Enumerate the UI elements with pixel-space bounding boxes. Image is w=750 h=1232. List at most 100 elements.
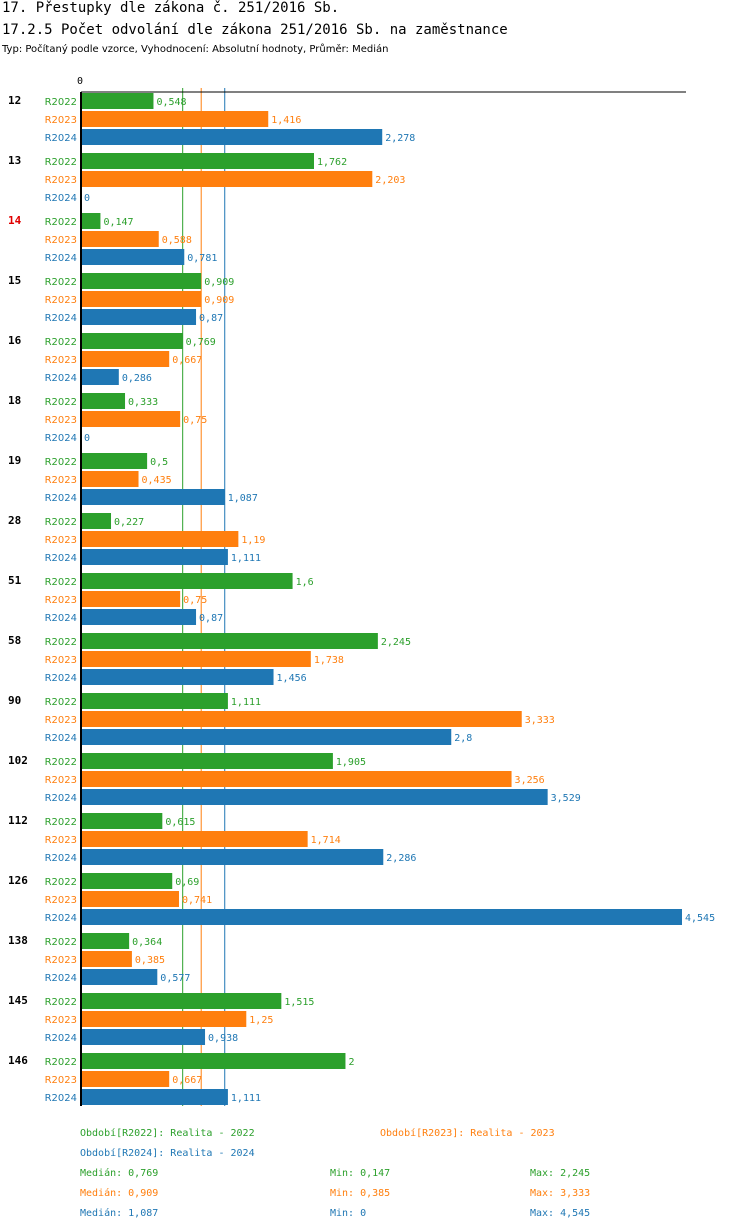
series-label: R2024	[45, 913, 77, 924]
value-label: 3,333	[525, 715, 555, 726]
series-label: R2024	[45, 253, 77, 264]
bar-r2023	[81, 591, 181, 607]
value-label: 0,667	[172, 1075, 202, 1086]
value-label: 1,25	[249, 1015, 273, 1026]
series-label: R2023	[45, 1075, 77, 1086]
value-label: 0	[84, 433, 90, 444]
value-label: 1,456	[277, 673, 307, 684]
bar-r2022	[81, 333, 183, 349]
series-label: R2022	[45, 457, 77, 468]
chart-subtitle: 17.2.5 Počet odvolání dle zákona 251/201…	[2, 22, 508, 38]
series-label: R2023	[45, 295, 77, 306]
value-label: 0,5	[150, 457, 168, 468]
bar-r2022	[81, 213, 101, 229]
series-label: R2023	[45, 175, 77, 186]
series-label: R2022	[45, 1057, 77, 1068]
series-label: R2022	[45, 577, 77, 588]
value-label: 0,909	[204, 295, 234, 306]
bar-r2023	[81, 1071, 170, 1087]
value-label: 1,111	[231, 553, 261, 564]
value-label: 0,385	[135, 955, 165, 966]
series-label: R2024	[45, 193, 77, 204]
bar-r2024	[81, 1089, 228, 1105]
series-label: R2022	[45, 637, 77, 648]
series-label: R2022	[45, 277, 77, 288]
value-label: 0,548	[156, 97, 186, 108]
stat-min-r2023: Min: 0,385	[330, 1188, 391, 1199]
series-label: R2022	[45, 697, 77, 708]
bar-r2022	[81, 453, 148, 469]
value-label: 0,781	[187, 253, 217, 264]
bar-r2023	[81, 411, 181, 427]
value-label: 0,615	[165, 817, 195, 828]
series-label: R2022	[45, 337, 77, 348]
category-label: 145	[8, 994, 28, 1007]
category-label: 16	[8, 334, 22, 347]
value-label: 2,278	[385, 133, 415, 144]
bar-r2022	[81, 153, 314, 169]
value-label: 4,545	[685, 913, 715, 924]
value-label: 1,416	[271, 115, 301, 126]
bar-r2022	[81, 513, 112, 529]
value-label: 1,714	[311, 835, 341, 846]
category-label: 14	[8, 214, 22, 227]
series-label: R2022	[45, 397, 77, 408]
bar-r2024	[81, 1029, 206, 1045]
value-label: 0,87	[199, 313, 223, 324]
series-label: R2024	[45, 673, 77, 684]
series-label: R2023	[45, 115, 77, 126]
value-label: 0,227	[114, 517, 144, 528]
bar-r2024	[81, 969, 158, 985]
series-label: R2024	[45, 433, 77, 444]
bar-r2023	[81, 651, 311, 667]
bar-r2022	[81, 753, 333, 769]
bar-r2023	[81, 711, 522, 727]
stat-max-r2023: Max: 3,333	[530, 1188, 591, 1199]
value-label: 2	[348, 1057, 354, 1068]
value-label: 0,364	[132, 937, 162, 948]
value-label: 0,577	[160, 973, 190, 984]
bar-r2022	[81, 93, 154, 109]
series-label: R2024	[45, 613, 77, 624]
bar-r2023	[81, 111, 269, 127]
series-label: R2023	[45, 595, 77, 606]
series-label: R2024	[45, 793, 77, 804]
bar-r2023	[81, 771, 512, 787]
value-label: 1,762	[317, 157, 347, 168]
bar-r2023	[81, 471, 139, 487]
category-label: 102	[8, 754, 28, 767]
category-label: 126	[8, 874, 28, 887]
value-label: 2,245	[381, 637, 411, 648]
series-label: R2022	[45, 217, 77, 228]
series-label: R2023	[45, 475, 77, 486]
bar-r2023	[81, 291, 202, 307]
value-label: 1,6	[296, 577, 314, 588]
value-label: 2,8	[454, 733, 472, 744]
value-label: 0,667	[172, 355, 202, 366]
value-label: 0,769	[186, 337, 216, 348]
value-label: 0,69	[175, 877, 199, 888]
series-label: R2024	[45, 133, 77, 144]
stat-max-r2022: Max: 2,245	[530, 1168, 591, 1179]
series-label: R2024	[45, 853, 77, 864]
value-label: 0,435	[142, 475, 172, 486]
series-label: R2022	[45, 817, 77, 828]
bar-r2024	[81, 249, 185, 265]
series-label: R2024	[45, 1093, 77, 1104]
stat-min-r2022: Min: 0,147	[330, 1168, 391, 1179]
bar-r2023	[81, 171, 373, 187]
bar-r2023	[81, 831, 308, 847]
category-label: 138	[8, 934, 28, 947]
bar-r2022	[81, 693, 228, 709]
series-label: R2022	[45, 97, 77, 108]
value-label: 0	[84, 193, 90, 204]
category-label: 19	[8, 454, 21, 467]
bar-r2023	[81, 891, 179, 907]
series-label: R2022	[45, 157, 77, 168]
bar-r2022	[81, 633, 378, 649]
bar-r2022	[81, 393, 126, 409]
series-label: R2024	[45, 1033, 77, 1044]
value-label: 0,87	[199, 613, 223, 624]
series-label: R2023	[45, 535, 77, 546]
